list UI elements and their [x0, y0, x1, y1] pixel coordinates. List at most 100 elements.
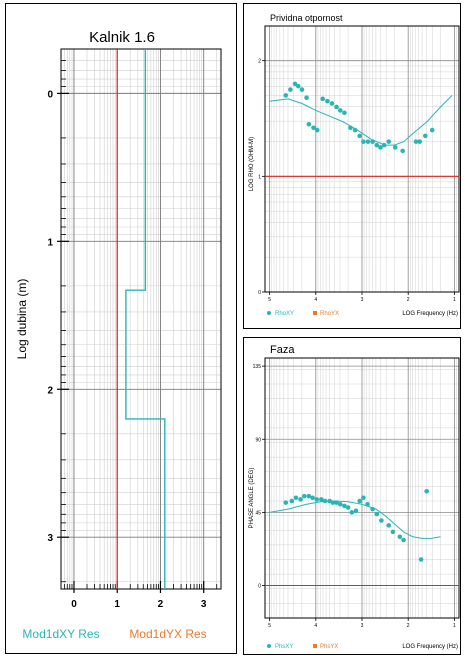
x-tick-label: 3 — [201, 599, 207, 610]
legend-yx: PhsYX — [320, 644, 338, 650]
data-point-rhoxy — [392, 145, 398, 150]
data-point-phsxy — [370, 506, 375, 512]
data-point-rhoxy — [352, 127, 358, 133]
model-curve-xy — [269, 95, 453, 146]
x-tick-label: 1 — [453, 297, 456, 303]
data-point-rhoxy — [329, 101, 335, 106]
data-point-rhoxy — [357, 133, 362, 139]
model-curve-xy — [269, 500, 441, 539]
x-tick-label: 3 — [361, 297, 364, 303]
chart-title: Kalnik 1.6 — [89, 29, 155, 46]
series-line-xy — [125, 49, 166, 589]
y-tick-label: 0 — [258, 290, 261, 296]
data-point-phsxy — [322, 498, 328, 504]
data-point-rhoxy — [374, 142, 380, 148]
data-point-phsxy — [365, 501, 370, 507]
data-point-rhoxy — [422, 133, 428, 139]
y-tick-label: 0 — [258, 584, 261, 590]
x-tick-label: 4 — [314, 623, 317, 629]
y-tick-label: 3 — [47, 533, 53, 544]
data-point-rhoxy — [348, 125, 353, 131]
data-point-rhoxy — [365, 139, 371, 144]
data-point-phsxy — [390, 529, 396, 535]
depth-model-panel: Kalnik 1.6 0 1 2 3 0 1 2 3 Log dubina (m) Mod1d… — [5, 3, 237, 654]
legend-yx: RhoYX — [320, 311, 339, 317]
data-point-phsxy — [361, 495, 366, 501]
x-tick-label: 1 — [453, 623, 456, 629]
data-point-rhoxy — [334, 104, 339, 110]
data-point-phsxy — [283, 500, 289, 505]
data-point-rhoxy — [283, 93, 289, 98]
data-point-rhoxy — [299, 87, 305, 92]
x-tick-label: 5 — [268, 297, 271, 303]
data-point-rhoxy — [304, 95, 309, 101]
y-tick-label: 1 — [258, 174, 261, 180]
x-tick-label: 2 — [158, 599, 164, 610]
data-point-rhoxy — [292, 81, 298, 87]
x-tick-label: 0 — [71, 599, 77, 610]
x-tick-label: 4 — [314, 297, 317, 303]
x-tick-label: 5 — [268, 623, 271, 629]
y-tick-label: 0 — [47, 89, 53, 100]
data-point-phsxy — [357, 498, 362, 504]
phase-chart: Faza 135 90 45 0 5 4 3 2 1 PHASE ANGLE (DEG) LOG… — [249, 344, 460, 650]
x-tick-label: 2 — [407, 297, 410, 303]
data-point-phsxy — [353, 508, 359, 514]
data-point-phsxy — [345, 505, 351, 510]
data-point-phsxy — [342, 503, 347, 509]
chart-title: Prividna otpornost — [270, 13, 343, 23]
legend-yx: Mod1dYX Res — [129, 627, 206, 641]
data-point-phsxy — [349, 510, 355, 515]
plot-frame — [60, 48, 222, 590]
data-point-rhoxy — [429, 127, 435, 133]
data-point-rhoxy — [311, 125, 316, 131]
data-point-phsxy — [306, 493, 312, 499]
y-tick-label: 135 — [253, 364, 262, 370]
legend-xy: Mod1dXY Res — [22, 627, 99, 641]
data-point-rhoxy — [370, 139, 375, 144]
data-point-rhoxy — [378, 145, 383, 150]
x-axis-label: LOG Frequency (Hz) — [402, 644, 458, 650]
y-tick-label: 90 — [255, 437, 261, 443]
data-point-rhoxy — [417, 139, 423, 144]
x-axis-label: LOG Frequency (Hz) — [402, 311, 458, 317]
data-point-phsxy — [379, 518, 384, 523]
data-point-phsxy — [374, 511, 380, 517]
y-axis-label: Log dubina (m) — [15, 279, 29, 360]
data-point-rhoxy — [386, 139, 392, 144]
data-point-rhoxy — [361, 139, 366, 144]
resistivity-chart: Prividna otpornost 2 1 0 5 4 3 2 1 LOG RHO (OHM… — [249, 13, 460, 317]
data-point-phsxy — [298, 497, 303, 502]
y-tick-label: 2 — [258, 59, 261, 65]
legend-xy-marker — [267, 311, 271, 315]
data-point-rhoxy — [400, 148, 405, 154]
data-point-phsxy — [401, 537, 406, 543]
data-point-phsxy — [334, 500, 339, 505]
data-point-phsxy — [337, 501, 343, 507]
data-point-rhoxy — [413, 139, 419, 144]
y-tick-label: 2 — [47, 385, 53, 396]
legend-xy: RhoXY — [275, 311, 294, 317]
x-tick-label: 3 — [361, 623, 364, 629]
data-point-rhoxy — [320, 96, 326, 102]
data-point-rhoxy — [314, 127, 320, 133]
data-point-phsxy — [424, 488, 429, 494]
data-point-phsxy — [319, 497, 324, 502]
data-point-rhoxy — [337, 108, 343, 113]
data-point-phsxy — [330, 500, 336, 505]
x-tick-label: 1 — [114, 599, 120, 610]
y-axis-label: LOG RHO (OHM-M) — [249, 137, 255, 191]
data-point-rhoxy — [342, 110, 347, 116]
data-point-rhoxy — [325, 98, 330, 104]
legend-xy-marker — [267, 644, 271, 648]
legend-yx-marker — [313, 311, 317, 315]
y-tick-label: 1 — [47, 237, 53, 248]
y-tick-label: 45 — [255, 510, 261, 516]
data-point-rhoxy — [306, 122, 312, 127]
data-point-phsxy — [397, 534, 403, 540]
data-point-phsxy — [293, 495, 299, 501]
data-point-phsxy — [418, 557, 424, 562]
data-point-phsxy — [301, 493, 307, 499]
resistivity-panel: Prividna otpornost 2 1 0 5 4 3 2 1 LOG RHO (OHM… — [243, 3, 461, 329]
phase-panel: Faza 135 90 45 0 5 4 3 2 1 PHASE ANGLE (DEG) LOG… — [243, 337, 461, 655]
